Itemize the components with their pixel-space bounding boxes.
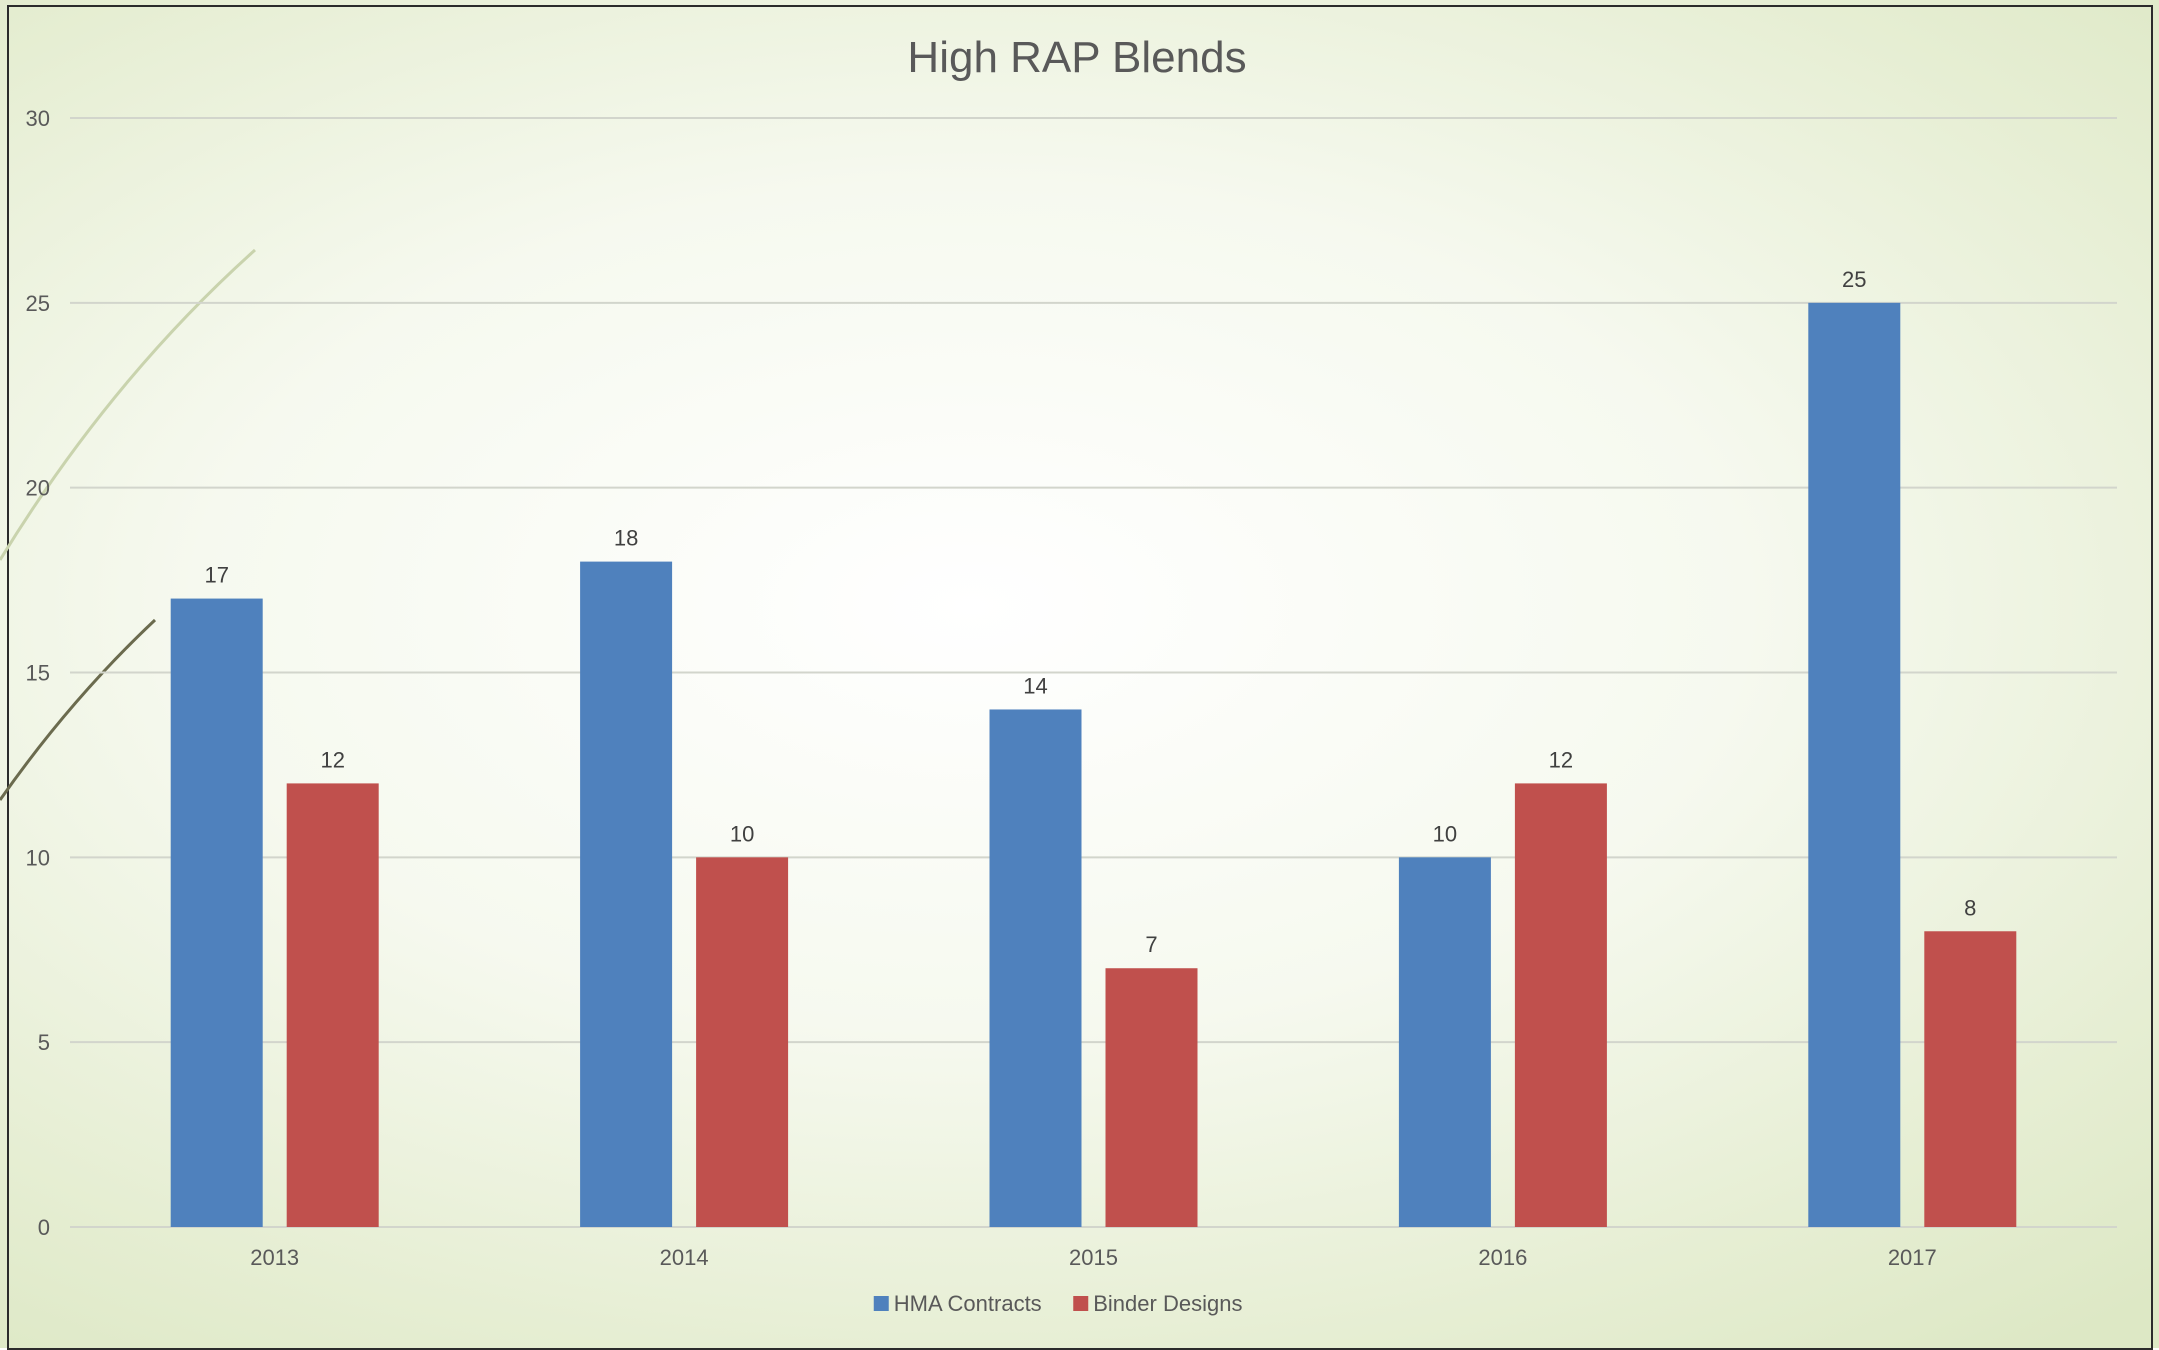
bar-binder-designs-2014 (696, 857, 789, 1227)
y-tick-label: 30 (26, 106, 50, 131)
y-tick-label: 15 (26, 661, 50, 686)
bar-hma-contracts-2017 (1808, 302, 1901, 1227)
x-tick-label: 2017 (1888, 1245, 1937, 1270)
data-label: 10 (730, 821, 754, 846)
bar-binder-designs-2016 (1514, 783, 1607, 1227)
decorative-curve-light (0, 248, 257, 561)
legend-label: HMA Contracts (894, 1291, 1042, 1316)
chart-title: High RAP Blends (907, 33, 1246, 82)
legend-swatch-hma-contracts (873, 1296, 889, 1311)
bar-hma-contracts-2013 (170, 598, 263, 1227)
legend: HMA Contracts Binder Designs (873, 1291, 1242, 1316)
x-tick-label: 2016 (1478, 1245, 1527, 1270)
bar-hma-contracts-2015 (989, 709, 1082, 1227)
y-tick-label: 20 (26, 476, 50, 501)
data-label: 10 (1433, 821, 1457, 846)
data-label: 18 (614, 526, 638, 551)
data-label: 12 (1549, 747, 1573, 772)
bar-binder-designs-2015 (1105, 968, 1198, 1227)
legend-label: Binder Designs (1093, 1291, 1242, 1316)
y-tick-label: 0 (38, 1215, 50, 1240)
x-tick-label: 2015 (1069, 1245, 1118, 1270)
decorative-curve-dark (0, 618, 157, 801)
legend-swatch-binder-designs (1073, 1296, 1089, 1311)
data-label: 14 (1023, 673, 1047, 698)
bar-hma-contracts-2016 (1398, 857, 1491, 1227)
data-labels: 17 12 2013 18 10 2014 14 7 2015 10 12 2016 25 8 2017 (204, 267, 1976, 1270)
y-tick-label: 25 (26, 291, 50, 316)
data-label: 12 (320, 747, 344, 772)
data-label: 25 (1842, 267, 1866, 292)
y-tick-label: 5 (38, 1030, 50, 1055)
x-tick-label: 2013 (250, 1245, 299, 1270)
data-label: 7 (1145, 932, 1157, 957)
y-tick-label: 10 (26, 845, 50, 870)
gridlines: 0 5 10 15 20 25 30 (26, 106, 2117, 1240)
data-label: 8 (1964, 895, 1976, 920)
bars (170, 302, 2017, 1227)
bar-hma-contracts-2014 (580, 561, 673, 1227)
x-tick-label: 2014 (660, 1245, 709, 1270)
bar-binder-designs-2017 (1924, 931, 2017, 1227)
data-label: 17 (204, 563, 228, 588)
bar-binder-designs-2013 (286, 783, 379, 1227)
